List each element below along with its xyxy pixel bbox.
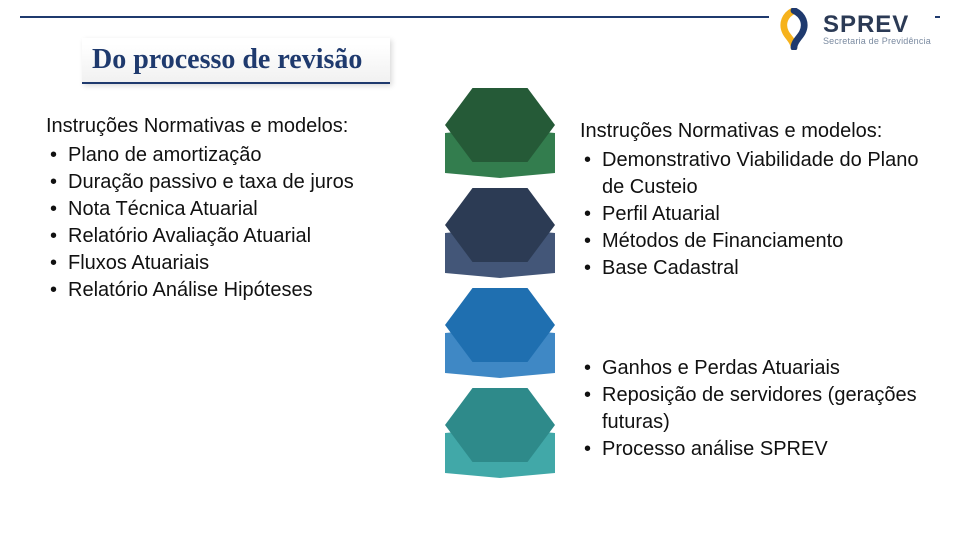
right-list: Demonstrativo Viabilidade do Plano de Cu… xyxy=(580,147,925,282)
left-item: Fluxos Atuariais xyxy=(46,250,406,277)
left-item: Relatório Análise Hipóteses xyxy=(46,277,406,304)
bottom-item: Ganhos e Perdas Atuariais xyxy=(580,355,925,382)
left-column: Instruções Normativas e modelos: Plano d… xyxy=(46,115,406,304)
right-item: Métodos de Financiamento xyxy=(580,228,925,255)
bottom-item: Reposição de servidores (gerações futura… xyxy=(580,382,925,436)
right-heading: Instruções Normativas e modelos: xyxy=(580,120,925,143)
right-item: Perfil Atuarial xyxy=(580,201,925,228)
bottom-column: Ganhos e Perdas AtuariaisReposição de se… xyxy=(580,355,925,463)
bottom-list: Ganhos e Perdas AtuariaisReposição de se… xyxy=(580,355,925,463)
bottom-item: Processo análise SPREV xyxy=(580,436,925,463)
left-item: Plano de amortização xyxy=(46,142,406,169)
left-item: Nota Técnica Atuarial xyxy=(46,196,406,223)
logo: SPREV Secretaria de Previdência xyxy=(769,6,935,52)
left-list: Plano de amortizaçãoDuração passivo e ta… xyxy=(46,142,406,304)
logo-subtitle: Secretaria de Previdência xyxy=(823,37,931,46)
logo-title: SPREV xyxy=(823,13,931,37)
left-heading: Instruções Normativas e modelos: xyxy=(46,115,406,138)
slide: SPREV Secretaria de Previdência Do proce… xyxy=(0,0,960,540)
sprev-icon xyxy=(773,8,815,50)
left-item: Duração passivo e taxa de juros xyxy=(46,169,406,196)
right-item: Demonstrativo Viabilidade do Plano de Cu… xyxy=(580,147,925,201)
center-shapes xyxy=(435,88,565,508)
right-column: Instruções Normativas e modelos: Demonst… xyxy=(580,120,925,282)
left-item: Relatório Avaliação Atuarial xyxy=(46,223,406,250)
page-title: Do processo de revisão xyxy=(82,38,390,84)
right-item: Base Cadastral xyxy=(580,255,925,282)
